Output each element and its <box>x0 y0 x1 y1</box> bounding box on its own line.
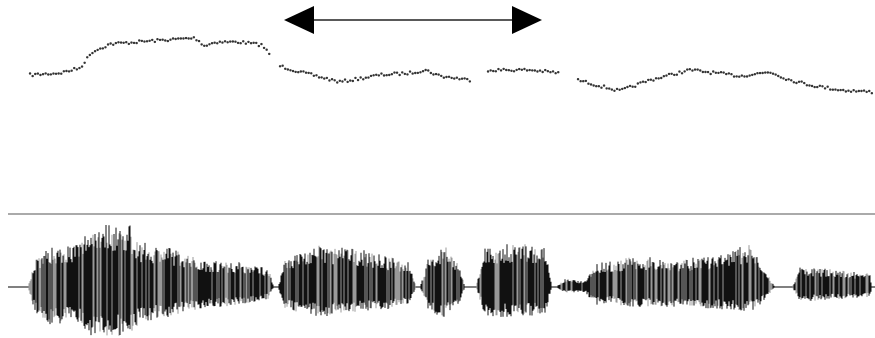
waveform <box>32 225 872 336</box>
arrow-head-right <box>512 6 542 34</box>
pitch-track <box>28 36 874 95</box>
span-arrow <box>284 6 542 34</box>
waveform-light <box>28 233 869 336</box>
arrow-head-left <box>284 6 314 34</box>
